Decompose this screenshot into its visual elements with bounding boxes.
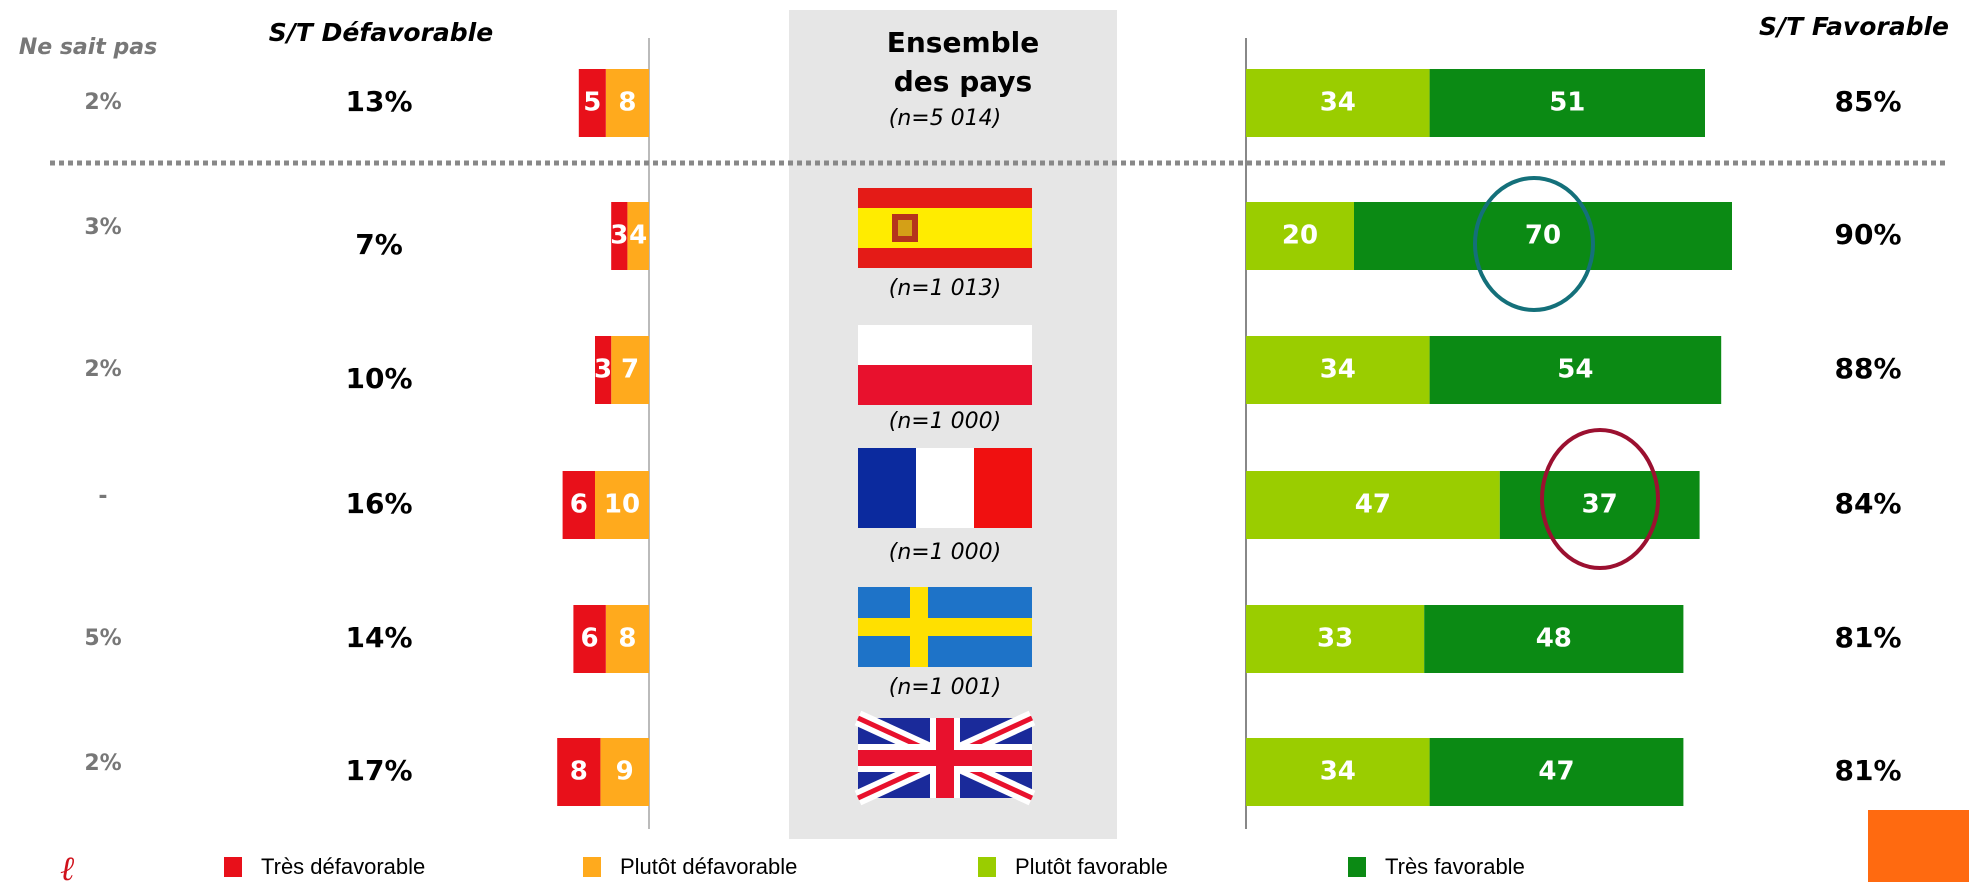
corner-block [1868,810,1969,882]
bar [1246,336,1430,404]
bar [1354,202,1732,270]
bar-label: 6 [581,624,599,654]
bar [573,605,606,673]
logo: ℓ [60,851,74,882]
bar-label: 8 [618,624,636,654]
legend-label: Plutôt défavorable [620,854,797,879]
unfavorable-total: 14% [345,621,412,654]
bar-label: 47 [1355,490,1391,520]
sample-size: (n=1 001) [889,675,1002,700]
bar [611,336,649,404]
bar [1424,605,1684,673]
bar [578,69,606,137]
bar-label: 3 [594,355,612,385]
bar-label: 6 [570,490,588,520]
unknown-label: 2% [84,357,121,382]
favorable-total: 90% [1834,218,1901,251]
bar-label: 9 [616,757,634,787]
bar [1246,69,1430,137]
bar-label: 51 [1549,88,1585,118]
bar [605,605,649,673]
flag-spain [858,188,1032,268]
bar-label: 4 [629,221,647,251]
highlight-circle [1473,176,1595,312]
bar-label: 48 [1536,624,1572,654]
bar [1246,471,1500,539]
unknown-label: 5% [84,626,121,651]
bar [1246,202,1354,270]
bar [605,69,649,137]
bar-label: 70 [1525,221,1561,251]
bar-label: 33 [1317,624,1353,654]
unfavorable-title: S/T Défavorable [269,18,493,47]
legend-label: Plutôt favorable [1015,854,1168,879]
bar [627,202,649,270]
bar-label: 54 [1557,355,1593,385]
bar-label: 5 [583,88,601,118]
unfavorable-total: 13% [345,85,412,118]
bar-label: 34 [1320,757,1356,787]
bar-label: 3 [610,221,628,251]
unfavorable-total: 17% [345,754,412,787]
bar-label: 47 [1538,757,1574,787]
sample-size: (n=1 000) [889,540,1002,565]
highlight-circle [1540,428,1660,570]
unknown-label: 2% [84,751,121,776]
unknown-label: 2% [84,90,121,115]
flag-sweden [858,587,1032,667]
sample-size: (n=1 000) [889,409,1002,434]
bar [1246,738,1430,806]
favorable-title: S/T Favorable [1759,12,1949,41]
flag-uk [854,710,1036,806]
unknown-label: 3% [84,215,121,240]
legend-label: Très défavorable [261,854,425,879]
bar [562,471,595,539]
sample-size: (n=5 014) [889,106,1002,131]
bar [1429,69,1705,137]
legend-swatch [583,857,601,877]
bar [1499,471,1700,539]
bar-label: 34 [1320,355,1356,385]
category-label: Ensemble des pays [887,26,1040,98]
favorable-total: 81% [1834,754,1901,787]
bar [1246,605,1425,673]
bar-label: 10 [604,490,640,520]
bar-label: 8 [618,88,636,118]
favorable-total: 85% [1834,85,1901,118]
bar-label: 37 [1582,490,1618,520]
favorable-total: 81% [1834,621,1901,654]
center-panel [789,10,1117,839]
legend-swatch [978,857,996,877]
legend-swatch [224,857,242,877]
bar [1429,738,1684,806]
bar [1429,336,1722,404]
unknown-label: - [98,484,107,509]
bar-label: 8 [570,757,588,787]
unfavorable-total: 7% [355,228,403,261]
unfavorable-total: 10% [345,362,412,395]
unfavorable-total: 16% [345,487,412,520]
bar [600,738,649,806]
sample-size: (n=1 013) [889,276,1002,301]
bar-label: 20 [1282,221,1318,251]
bar [595,471,649,539]
bar [611,202,628,270]
bar-label: 34 [1320,88,1356,118]
favorable-total: 84% [1834,487,1901,520]
legend-label: Très favorable [1385,854,1525,879]
bar-label: 7 [621,355,639,385]
flag-poland [858,325,1032,405]
bar [595,336,612,404]
legend-swatch [1348,857,1366,877]
bar [557,738,601,806]
favorable-total: 88% [1834,352,1901,385]
flag-france [858,448,1032,528]
unknown-title: Ne sait pas [19,35,157,60]
